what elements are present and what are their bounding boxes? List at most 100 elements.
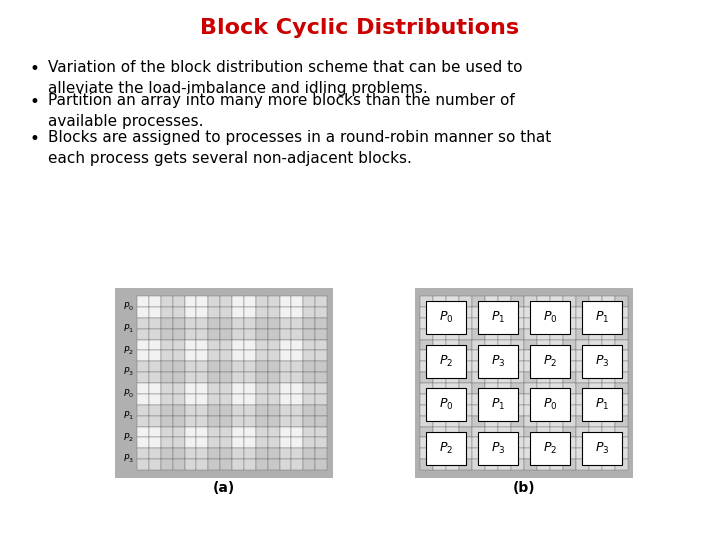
- Text: $P_{3}$: $P_{3}$: [491, 441, 505, 456]
- Bar: [446, 372, 459, 383]
- Bar: [303, 361, 315, 372]
- Bar: [208, 448, 220, 459]
- Bar: [498, 318, 511, 329]
- Bar: [244, 307, 256, 318]
- Bar: [420, 296, 433, 307]
- Bar: [511, 416, 524, 427]
- Bar: [161, 394, 173, 405]
- Bar: [550, 437, 563, 448]
- Bar: [615, 427, 628, 437]
- Bar: [315, 427, 327, 437]
- Bar: [303, 459, 315, 470]
- Bar: [602, 372, 615, 383]
- Bar: [446, 394, 459, 405]
- Bar: [472, 459, 485, 470]
- Bar: [208, 340, 220, 350]
- Bar: [472, 394, 485, 405]
- Bar: [602, 318, 615, 329]
- Bar: [292, 448, 303, 459]
- Bar: [615, 405, 628, 416]
- Bar: [524, 394, 537, 405]
- Bar: [161, 459, 173, 470]
- Bar: [589, 405, 602, 416]
- Bar: [524, 372, 537, 383]
- Bar: [563, 361, 576, 372]
- Bar: [184, 372, 197, 383]
- Bar: [173, 427, 184, 437]
- Bar: [137, 361, 149, 372]
- Bar: [279, 329, 292, 340]
- Text: $P_{2}$: $P_{2}$: [439, 441, 453, 456]
- Bar: [303, 437, 315, 448]
- Bar: [589, 372, 602, 383]
- Bar: [485, 307, 498, 318]
- Bar: [537, 448, 550, 459]
- Text: $P_{3}$: $P_{3}$: [123, 366, 134, 379]
- Bar: [433, 361, 446, 372]
- Bar: [524, 307, 537, 318]
- Bar: [615, 394, 628, 405]
- Bar: [279, 437, 292, 448]
- Bar: [420, 416, 433, 427]
- Bar: [292, 350, 303, 361]
- Bar: [485, 350, 498, 361]
- Bar: [582, 345, 622, 378]
- Bar: [315, 416, 327, 427]
- Bar: [472, 383, 485, 394]
- Bar: [256, 459, 268, 470]
- Bar: [524, 416, 537, 427]
- Bar: [433, 448, 446, 459]
- Bar: [279, 307, 292, 318]
- Bar: [184, 296, 197, 307]
- Bar: [197, 437, 208, 448]
- Bar: [173, 437, 184, 448]
- Bar: [268, 372, 279, 383]
- Bar: [161, 416, 173, 427]
- Bar: [420, 459, 433, 470]
- Bar: [220, 459, 232, 470]
- Bar: [498, 340, 511, 350]
- Bar: [232, 383, 244, 394]
- Bar: [446, 318, 459, 329]
- Bar: [537, 405, 550, 416]
- Bar: [161, 340, 173, 350]
- Bar: [220, 329, 232, 340]
- Bar: [137, 329, 149, 340]
- Bar: [197, 361, 208, 372]
- Bar: [589, 329, 602, 340]
- Bar: [459, 416, 472, 427]
- Bar: [149, 318, 161, 329]
- Bar: [173, 329, 184, 340]
- Bar: [472, 340, 485, 350]
- Bar: [303, 394, 315, 405]
- Bar: [232, 394, 244, 405]
- Bar: [197, 416, 208, 427]
- Bar: [256, 329, 268, 340]
- Bar: [563, 307, 576, 318]
- Bar: [184, 383, 197, 394]
- Bar: [537, 318, 550, 329]
- Bar: [602, 427, 615, 437]
- Bar: [511, 350, 524, 361]
- Bar: [173, 350, 184, 361]
- Bar: [511, 448, 524, 459]
- Bar: [197, 329, 208, 340]
- Bar: [149, 350, 161, 361]
- Bar: [220, 307, 232, 318]
- Bar: [161, 329, 173, 340]
- Bar: [137, 383, 149, 394]
- Bar: [615, 372, 628, 383]
- Bar: [498, 416, 511, 427]
- Bar: [315, 372, 327, 383]
- Bar: [149, 361, 161, 372]
- Bar: [197, 405, 208, 416]
- Text: •: •: [30, 93, 40, 111]
- Bar: [537, 437, 550, 448]
- Bar: [315, 307, 327, 318]
- Bar: [530, 345, 570, 378]
- Bar: [268, 448, 279, 459]
- Bar: [173, 340, 184, 350]
- Bar: [511, 329, 524, 340]
- Bar: [472, 318, 485, 329]
- Bar: [292, 296, 303, 307]
